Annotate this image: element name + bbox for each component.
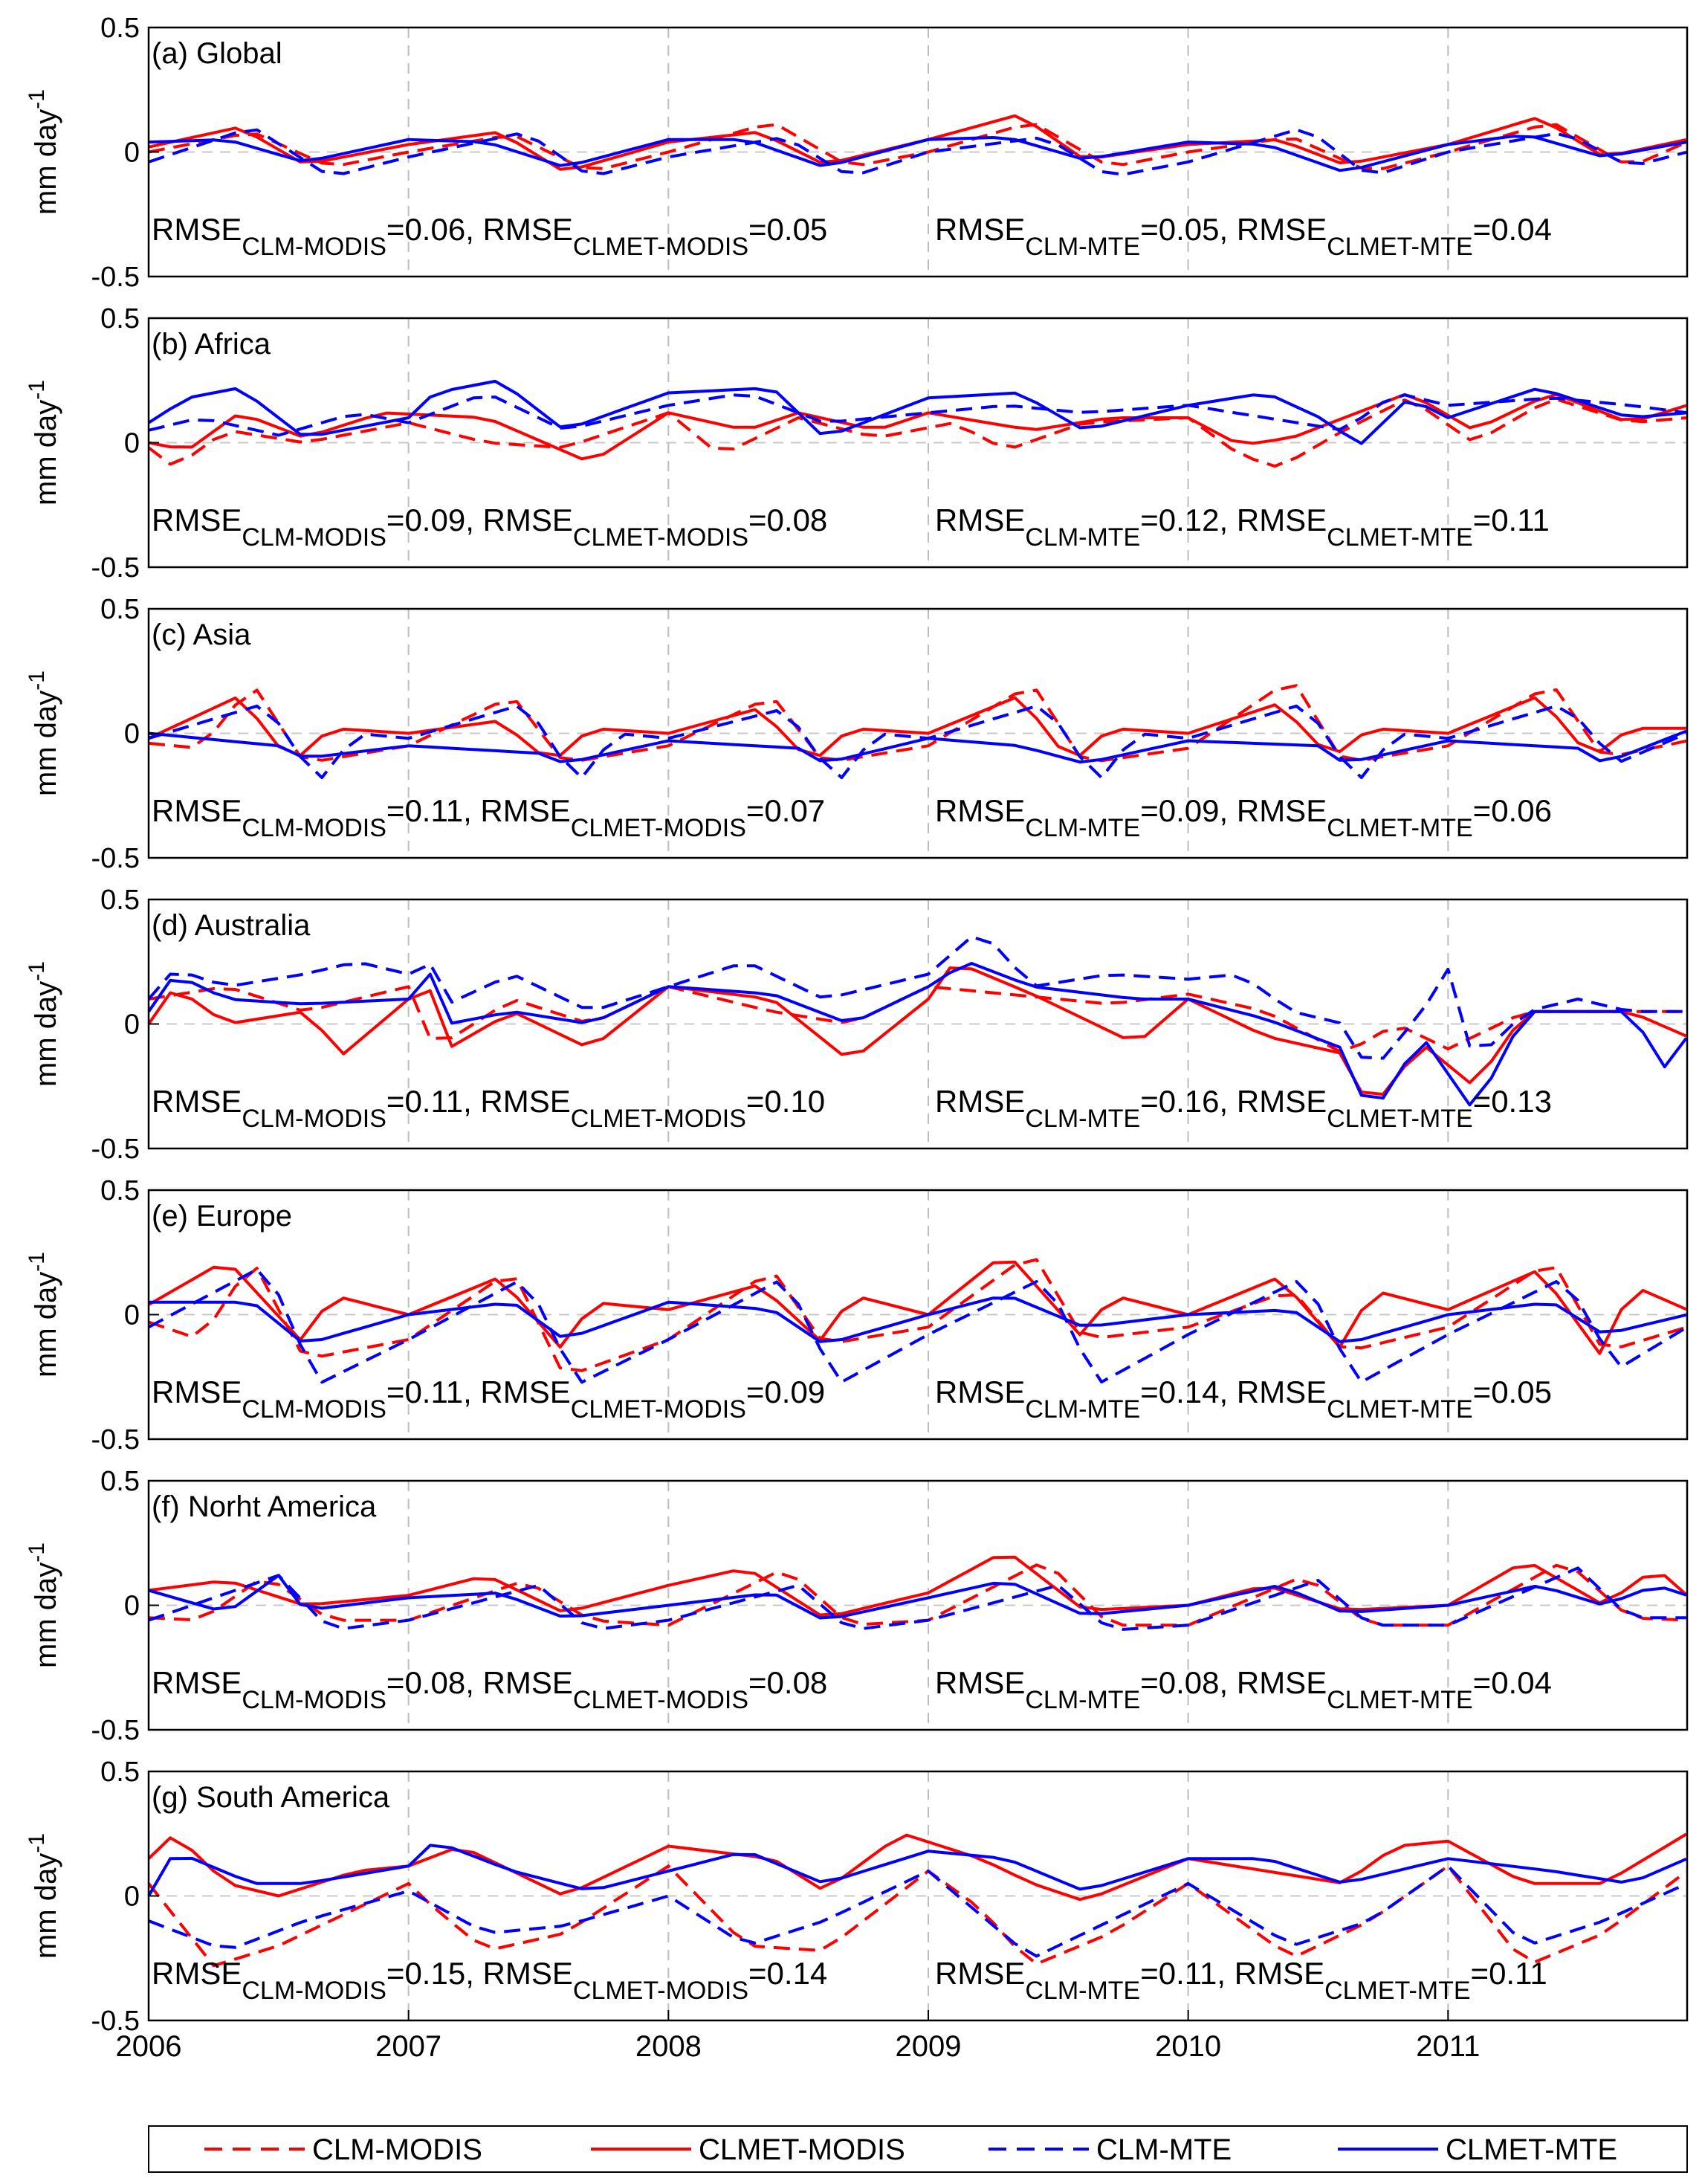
series-clm-mte xyxy=(147,935,1686,1060)
rmse-annotation: RMSECLM-MODIS=0.11, RMSECLMET-MODIS=0.07 xyxy=(152,793,825,842)
x-tick-label: 2006 xyxy=(116,2030,182,2063)
y-tick-label: 0 xyxy=(124,1300,140,1331)
series-clmet-mte xyxy=(149,1296,1687,1343)
y-axis-label: mm day-1 xyxy=(25,671,62,796)
x-tick-label: 2009 xyxy=(895,2030,961,2063)
rmse-annotation: RMSECLM-MODIS=0.08, RMSECLMET-MODIS=0.08 xyxy=(152,1665,827,1714)
rmse-annotation-mte: RMSECLM-MTE=0.11, RMSECLMET-MTE=0.11 xyxy=(935,1956,1547,2005)
series-clm-modis xyxy=(148,123,1687,170)
rmse-annotation-mte: RMSECLM-MTE=0.16, RMSECLMET-MTE=0.13 xyxy=(935,1084,1552,1133)
panel-title: (e) Europe xyxy=(152,1200,292,1232)
y-tick-label: -0.5 xyxy=(91,552,140,584)
series-clm-mte xyxy=(148,393,1687,437)
rmse-annotation-mte: RMSECLM-MTE=0.12, RMSECLMET-MTE=0.11 xyxy=(935,503,1550,552)
y-tick-label: -0.5 xyxy=(91,1424,140,1456)
panel-5: 0.5 0 -0.5 mm day-1 (e) Europe RMSECLM-MODIS=… xyxy=(25,1175,1689,1456)
series-clm-modis xyxy=(148,1258,1687,1372)
series-clmet-modis xyxy=(148,696,1686,757)
rmse-annotation-mte: RMSECLM-MTE=0.14, RMSECLMET-MTE=0.05 xyxy=(935,1374,1552,1424)
y-axis-label: mm day-1 xyxy=(25,1833,62,1959)
y-axis-label: mm day-1 xyxy=(25,961,62,1087)
series-clmet-mte xyxy=(147,962,1688,1107)
panel-1: 0.5 0 -0.5 mm day-1 (a) Global RMSECLM-MODIS=… xyxy=(25,13,1689,293)
y-tick-label: -0.5 xyxy=(91,843,140,874)
series-clmet-mte xyxy=(147,379,1686,445)
x-axis-ticks: 2006 2007 2008 2009 2010 2011 xyxy=(116,2010,1480,2063)
y-tick-label: 0.5 xyxy=(100,13,140,44)
y-tick-label: 0 xyxy=(124,1009,140,1041)
rmse-annotation-mte: RMSECLM-MTE=0.08, RMSECLMET-MTE=0.04 xyxy=(935,1665,1552,1714)
panel-title: (c) Asia xyxy=(152,618,251,651)
series-clmet-mte xyxy=(147,1844,1687,1897)
panel-4: 0.5 0 -0.5 mm day-1 (d) Australia RMSECLM-MOD… xyxy=(25,885,1689,1165)
panel-6: 0.5 0 -0.5 mm day-1 (f) Norht America RMSECLM… xyxy=(25,1466,1689,1746)
y-tick-label: 0.5 xyxy=(100,1757,140,1788)
y-tick-label: 0 xyxy=(124,428,140,459)
rmse-annotation: RMSECLM-MODIS=0.15, RMSECLMET-MODIS=0.14 xyxy=(152,1956,827,2005)
y-tick-label: 0 xyxy=(124,138,140,169)
panel-title: (f) Norht America xyxy=(152,1490,377,1523)
series-clm-mte xyxy=(148,128,1687,176)
rmse-annotation: RMSECLM-MODIS=0.06, RMSECLMET-MODIS=0.05 xyxy=(152,212,827,261)
x-tick-label: 2007 xyxy=(375,2030,441,2063)
y-tick-label: -0.5 xyxy=(91,1715,140,1746)
series-clm-modis xyxy=(147,398,1686,468)
series-clmet-mte xyxy=(148,1574,1687,1620)
y-tick-label: 0.5 xyxy=(100,594,140,625)
y-tick-label: 0.5 xyxy=(100,1175,140,1206)
panel-3: 0.5 0 -0.5 mm day-1 (c) Asia RMSECLM-MODIS=0.… xyxy=(25,594,1689,874)
panels: 0.5 0 -0.5 mm day-1 (a) Global RMSECLM-MODIS=… xyxy=(25,13,1689,2037)
panel-2: 0.5 0 -0.5 mm day-1 (b) Africa RMSECLM-MODIS=… xyxy=(25,303,1689,584)
series-clm-mte xyxy=(148,1566,1686,1631)
series-clm-modis xyxy=(147,1864,1687,1968)
rmse-annotation-mte: RMSECLM-MTE=0.09, RMSECLMET-MTE=0.06 xyxy=(935,793,1552,842)
y-tick-label: 0.5 xyxy=(100,1466,140,1497)
rmse-annotation: RMSECLM-MODIS=0.11, RMSECLMET-MODIS=0.10 xyxy=(152,1084,825,1133)
x-tick-label: 2008 xyxy=(635,2030,702,2063)
y-tick-label: -0.5 xyxy=(91,262,140,293)
y-tick-label: 0 xyxy=(124,719,140,750)
y-tick-label: -0.5 xyxy=(91,2006,140,2037)
series-clm-mte xyxy=(148,1864,1687,1958)
series-clmet-mte xyxy=(148,729,1687,764)
y-axis-label: mm day-1 xyxy=(25,380,62,505)
legend-label: CLM-MTE xyxy=(1096,2133,1232,2166)
panel-title: (d) Australia xyxy=(152,909,311,942)
y-tick-label: 0 xyxy=(124,1591,140,1622)
series-clm-mte xyxy=(148,704,1687,780)
rmse-annotation-mte: RMSECLM-MTE=0.05, RMSECLMET-MTE=0.04 xyxy=(935,212,1552,261)
legend-label: CLMET-MTE xyxy=(1446,2133,1617,2166)
y-tick-label: 0 xyxy=(124,1881,140,1913)
series-clmet-modis xyxy=(148,1260,1687,1355)
x-tick-label: 2010 xyxy=(1155,2030,1221,2063)
y-axis-label: mm day-1 xyxy=(25,89,62,215)
legend-label: CLMET-MODIS xyxy=(699,2133,905,2166)
panel-7: 0.5 0 -0.5 mm day-1 (g) South America RMSECLM… xyxy=(25,1757,1689,2037)
y-axis-label: mm day-1 xyxy=(25,1252,62,1377)
series-clmet-modis xyxy=(148,392,1687,461)
x-tick-label: 2011 xyxy=(1416,2030,1480,2063)
y-tick-label: -0.5 xyxy=(91,1134,140,1165)
panel-title: (a) Global xyxy=(152,37,282,70)
y-tick-label: 0.5 xyxy=(100,303,140,335)
y-tick-label: 0.5 xyxy=(100,885,140,916)
legend-label: CLM-MODIS xyxy=(312,2133,482,2166)
y-axis-label: mm day-1 xyxy=(25,1542,62,1668)
panel-title: (g) South America xyxy=(152,1781,390,1814)
panel-title: (b) Africa xyxy=(152,328,271,361)
rmse-annotation: RMSECLM-MODIS=0.09, RMSECLMET-MODIS=0.08 xyxy=(152,503,827,552)
series-clm-mte xyxy=(148,1267,1687,1384)
series-clmet-mte xyxy=(148,135,1687,172)
legend: CLM-MODIS CLMET-MODIS CLM-MTE CLMET-MTE xyxy=(148,2125,1688,2173)
rmse-annotation: RMSECLM-MODIS=0.11, RMSECLMET-MODIS=0.09 xyxy=(152,1374,825,1424)
